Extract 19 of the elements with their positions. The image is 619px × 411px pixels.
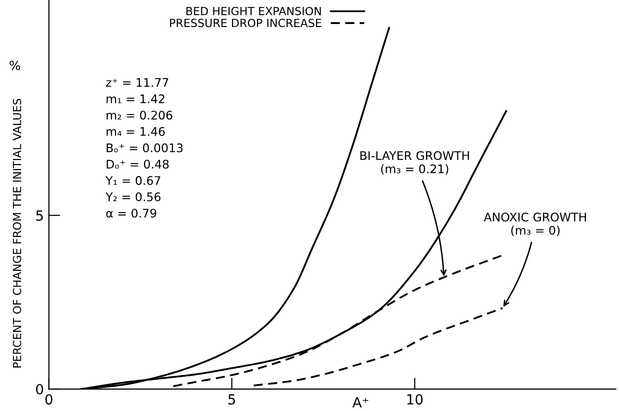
legend-label: PRESSURE DROP INCREASE (170, 18, 322, 28)
x-axis-title: A⁺ (352, 397, 368, 408)
annotation: ANOXIC GROWTH (m₃ = 0) (484, 212, 586, 236)
annotation: Y₂ = 0.56 (106, 192, 160, 202)
annotation: Dₒ⁺ = 0.48 (106, 160, 169, 169)
annotation: z⁺ = 11.77 (106, 78, 168, 87)
legend-label: BED HEIGHT EXPANSION (186, 6, 321, 16)
text: % (10, 60, 20, 70)
x-tick-label: 0 (45, 394, 52, 405)
annotation: BI-LAYER GROWTH (m₃ = 0.21) (360, 151, 469, 175)
annotation: α = 0.79 (106, 208, 156, 218)
x-tick-label: 5 (228, 394, 236, 405)
annotation: m₂ = 0.206 (106, 110, 172, 120)
y-axis-title: PERCENT OF CHANGE FROM THE INITIAL VALUES (12, 98, 22, 368)
annotation: Y₁ = 0.67 (106, 176, 160, 185)
annotation: Bₒ⁺ = 0.0013 (106, 143, 183, 152)
annotation: m₄ = 1.46 (106, 127, 165, 136)
annotation: m₁ = 1.42 (106, 94, 164, 104)
x-tick-label: 10 (407, 394, 423, 405)
